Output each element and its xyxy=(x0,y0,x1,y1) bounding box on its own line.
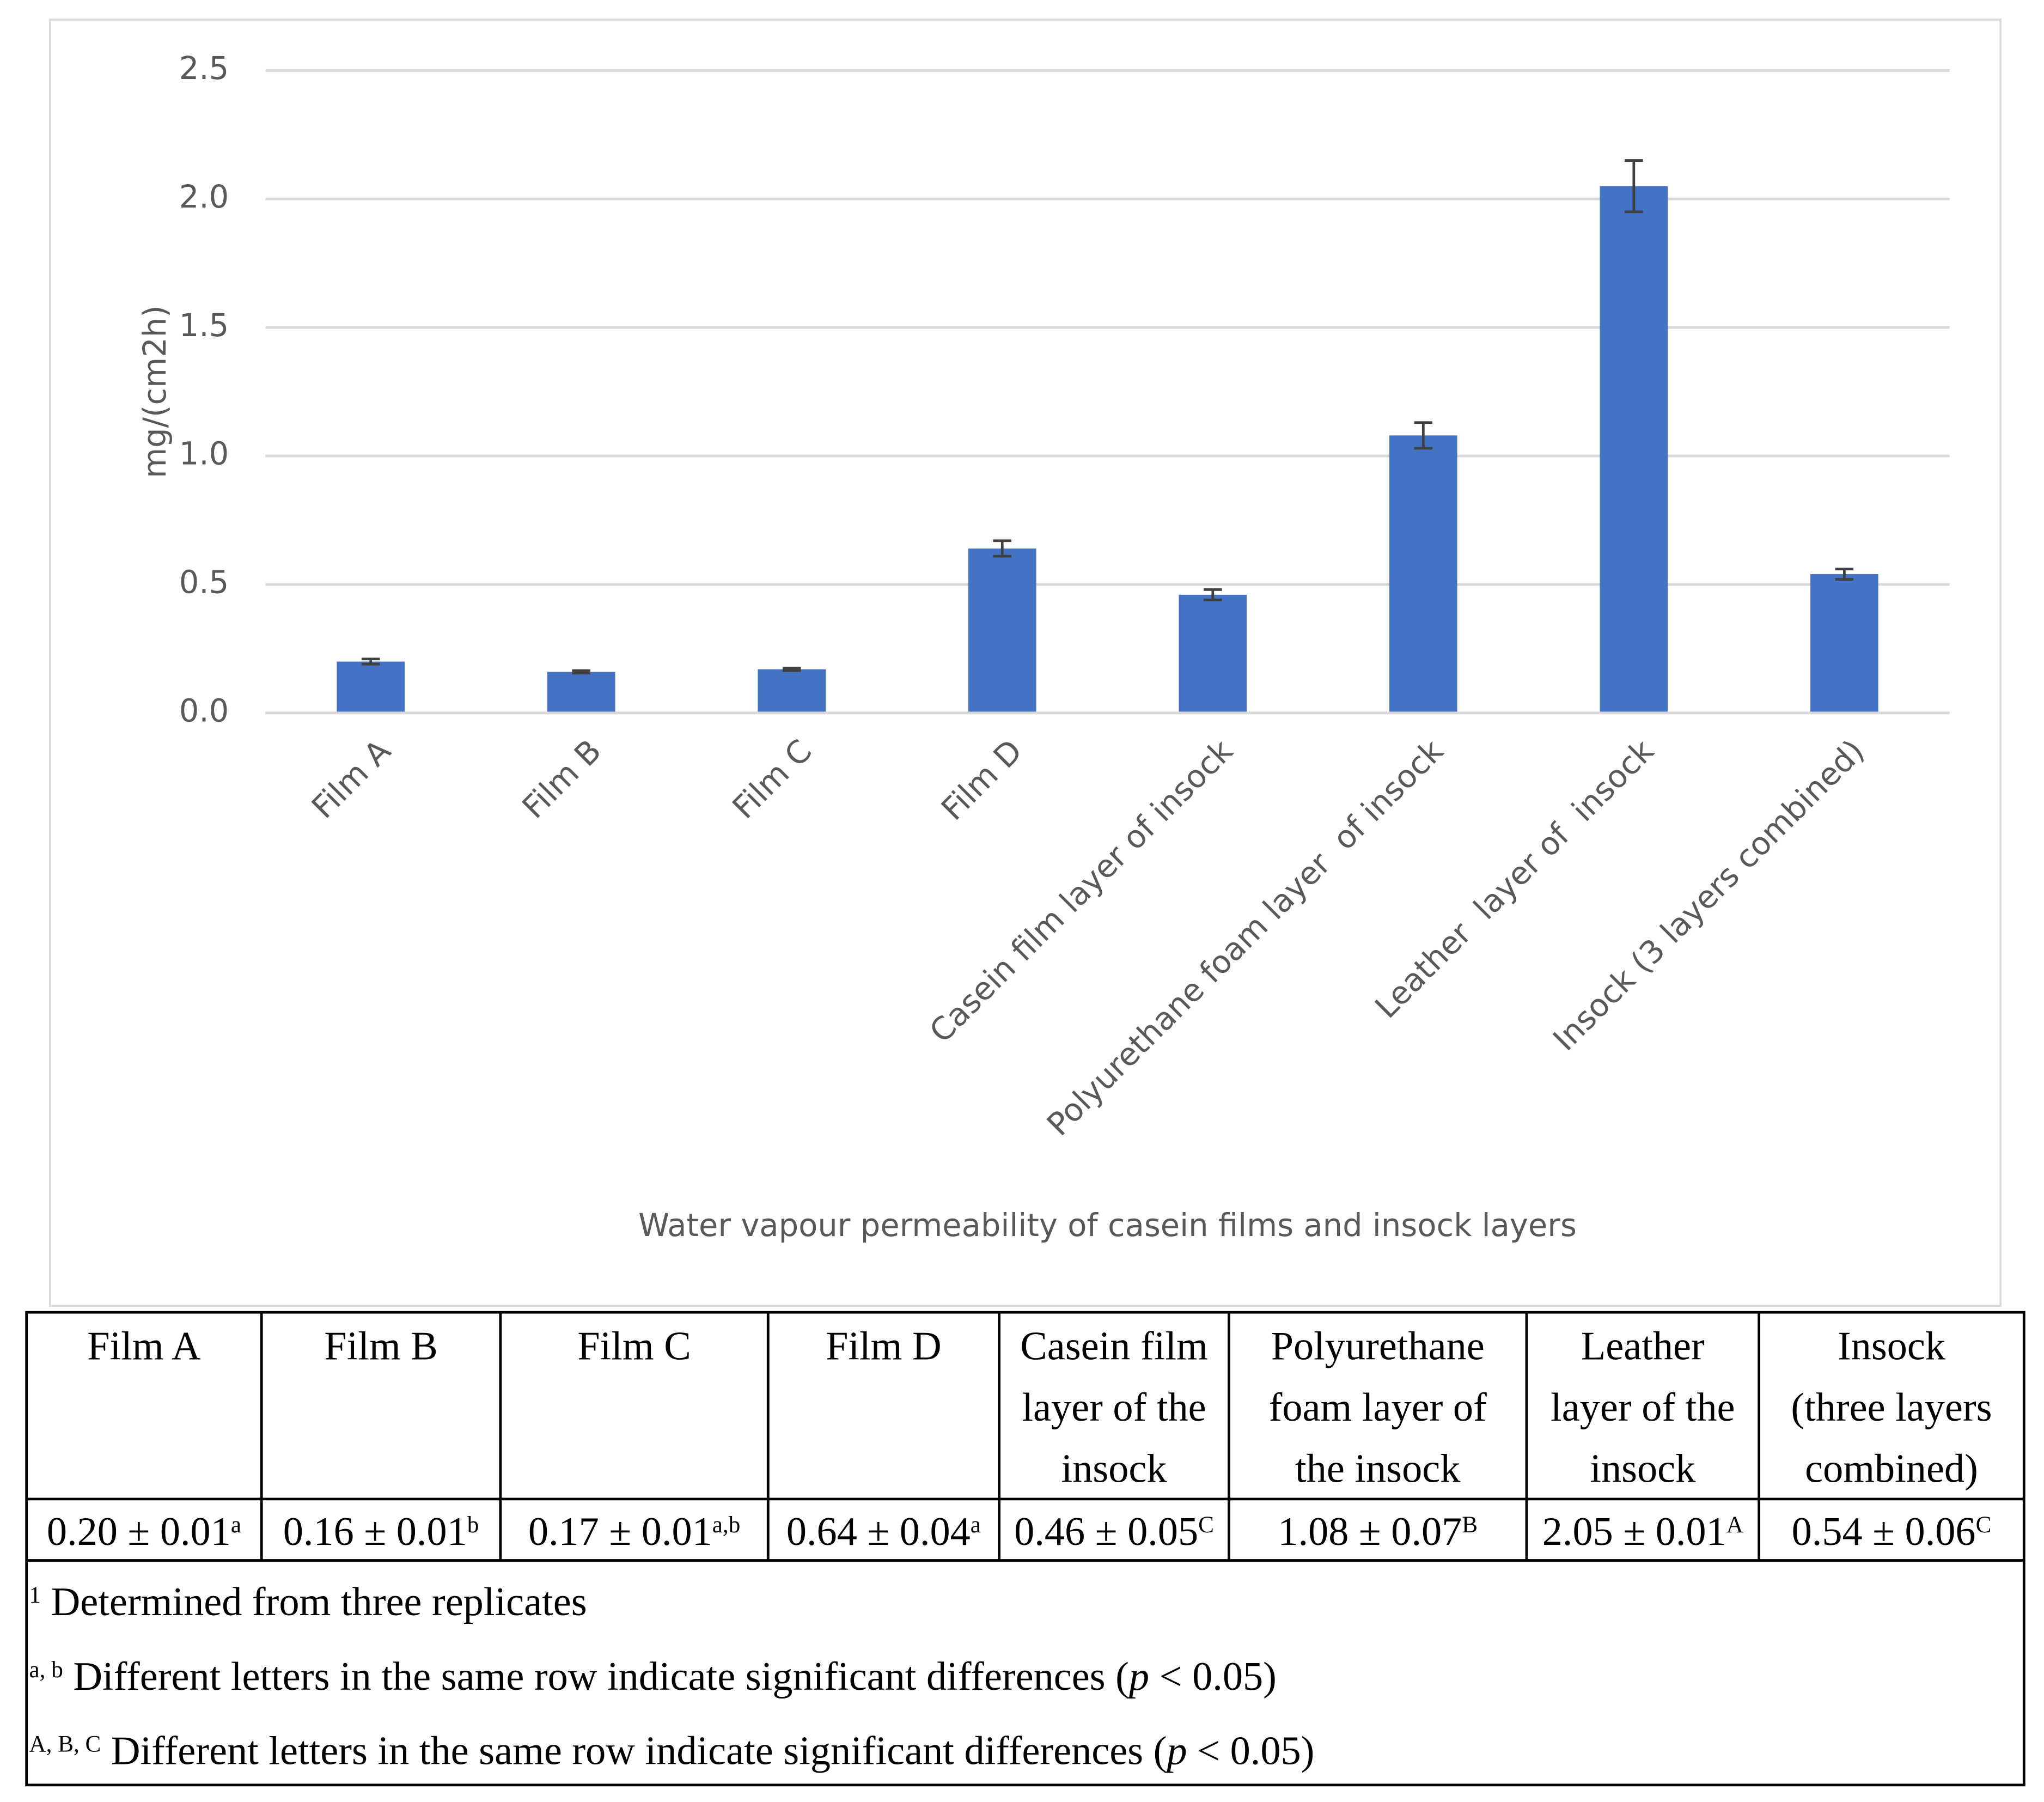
bar xyxy=(1600,186,1668,713)
footnote: a, b Different letters in the same row i… xyxy=(29,1654,1277,1699)
value-superscript: a xyxy=(971,1512,981,1537)
y-tick-label: 1.5 xyxy=(179,307,229,344)
header-cell: insock xyxy=(1590,1447,1696,1491)
footnote-text: Different letters in the same row indica… xyxy=(63,1654,1129,1699)
footnote-text: < 0.05) xyxy=(1149,1654,1277,1699)
value-superscript: a,b xyxy=(712,1512,740,1537)
bar xyxy=(758,669,826,713)
value-text: 1.08 ± 0.07 xyxy=(1278,1509,1462,1554)
error-bar xyxy=(993,539,1012,558)
footnote-italic: p xyxy=(1126,1654,1149,1699)
value-superscript: b xyxy=(467,1512,479,1537)
bar xyxy=(547,672,615,713)
footnote: A, B, C Different letters in the same ro… xyxy=(29,1728,1315,1773)
chart-frame xyxy=(49,19,2002,1307)
value-text: 0.46 ± 0.05 xyxy=(1014,1509,1198,1554)
value-cell: 0.16 ± 0.01b xyxy=(283,1509,479,1554)
header-cell: layer of the xyxy=(1022,1385,1206,1430)
value-text: 2.05 ± 0.01 xyxy=(1542,1509,1726,1554)
value-cell: 0.46 ± 0.05C xyxy=(1014,1509,1214,1554)
bar xyxy=(337,661,405,713)
y-tick-label: 0.5 xyxy=(179,564,229,601)
table-border xyxy=(25,1311,2025,1787)
header-cell: (three layers xyxy=(1791,1385,1992,1430)
value-text: 0.17 ± 0.01 xyxy=(528,1509,712,1554)
bar xyxy=(1179,594,1247,713)
value-superscript: C xyxy=(1976,1512,1992,1537)
header-cell: Casein film xyxy=(1020,1324,1208,1368)
value-cell: 0.64 ± 0.04a xyxy=(786,1509,981,1554)
value-cell: 2.05 ± 0.01A xyxy=(1542,1509,1743,1554)
error-bar xyxy=(1835,568,1854,581)
header-cell: Film B xyxy=(324,1324,438,1368)
value-text: 0.64 ± 0.04 xyxy=(786,1509,971,1554)
value-text: 0.16 ± 0.01 xyxy=(283,1509,467,1554)
footnote-marker: A, B, C xyxy=(29,1731,101,1757)
value-cell: 1.08 ± 0.07B xyxy=(1278,1509,1478,1554)
error-bar xyxy=(1414,421,1433,450)
footnote-marker: 1 xyxy=(29,1582,41,1608)
error-bar xyxy=(572,669,590,675)
header-cell: combined) xyxy=(1805,1447,1978,1491)
y-tick-label: 2.0 xyxy=(179,179,229,215)
header-cell: foam layer of xyxy=(1269,1385,1487,1430)
bar xyxy=(968,548,1036,713)
footnote-text: Different letters in the same row indica… xyxy=(101,1728,1167,1773)
y-tick-label: 1.0 xyxy=(179,436,229,472)
error-bar xyxy=(1203,588,1222,601)
error-bar xyxy=(782,666,801,672)
bar xyxy=(1389,435,1457,713)
value-text: 0.54 ± 0.06 xyxy=(1792,1509,1976,1554)
footnote-italic: p xyxy=(1164,1728,1187,1773)
y-axis-label: mg/(cm2h) xyxy=(137,305,173,478)
header-cell: Film A xyxy=(87,1324,201,1368)
value-superscript: A xyxy=(1726,1512,1743,1537)
error-bar xyxy=(1625,159,1643,214)
footnote-marker: a, b xyxy=(29,1657,63,1682)
header-cell: layer of the xyxy=(1551,1385,1735,1430)
x-axis-title: Water vapour permeability of casein film… xyxy=(638,1207,1577,1244)
header-cell: the insock xyxy=(1295,1447,1461,1491)
value-superscript: B xyxy=(1462,1512,1478,1537)
header-cell: Polyurethane xyxy=(1271,1324,1485,1368)
table: Film A Film B Film C Film D Casein film layer… xyxy=(25,1311,2025,1787)
value-superscript: a xyxy=(231,1512,241,1537)
header-cell: Film C xyxy=(577,1324,691,1368)
header-cell: Film D xyxy=(826,1324,942,1368)
value-text: 0.20 ± 0.01 xyxy=(47,1509,231,1554)
header-cell: insock xyxy=(1061,1447,1168,1491)
header-cell: Leather xyxy=(1581,1324,1705,1368)
value-cell: 0.54 ± 0.06C xyxy=(1792,1509,1992,1554)
y-tick-label: 2.5 xyxy=(179,50,229,87)
value-cell: 0.20 ± 0.01a xyxy=(47,1509,241,1554)
footnote-text: Determined from three replicates xyxy=(41,1580,587,1624)
header-cell: Insock xyxy=(1838,1324,1946,1368)
footnote: 1 Determined from three replicates xyxy=(29,1580,587,1624)
value-superscript: C xyxy=(1198,1512,1214,1537)
value-cell: 0.17 ± 0.01a,b xyxy=(528,1509,740,1554)
y-tick-label: 0.0 xyxy=(179,692,229,729)
bar xyxy=(1810,574,1878,713)
error-bar xyxy=(361,658,380,666)
footnote-text: < 0.05) xyxy=(1187,1728,1315,1773)
